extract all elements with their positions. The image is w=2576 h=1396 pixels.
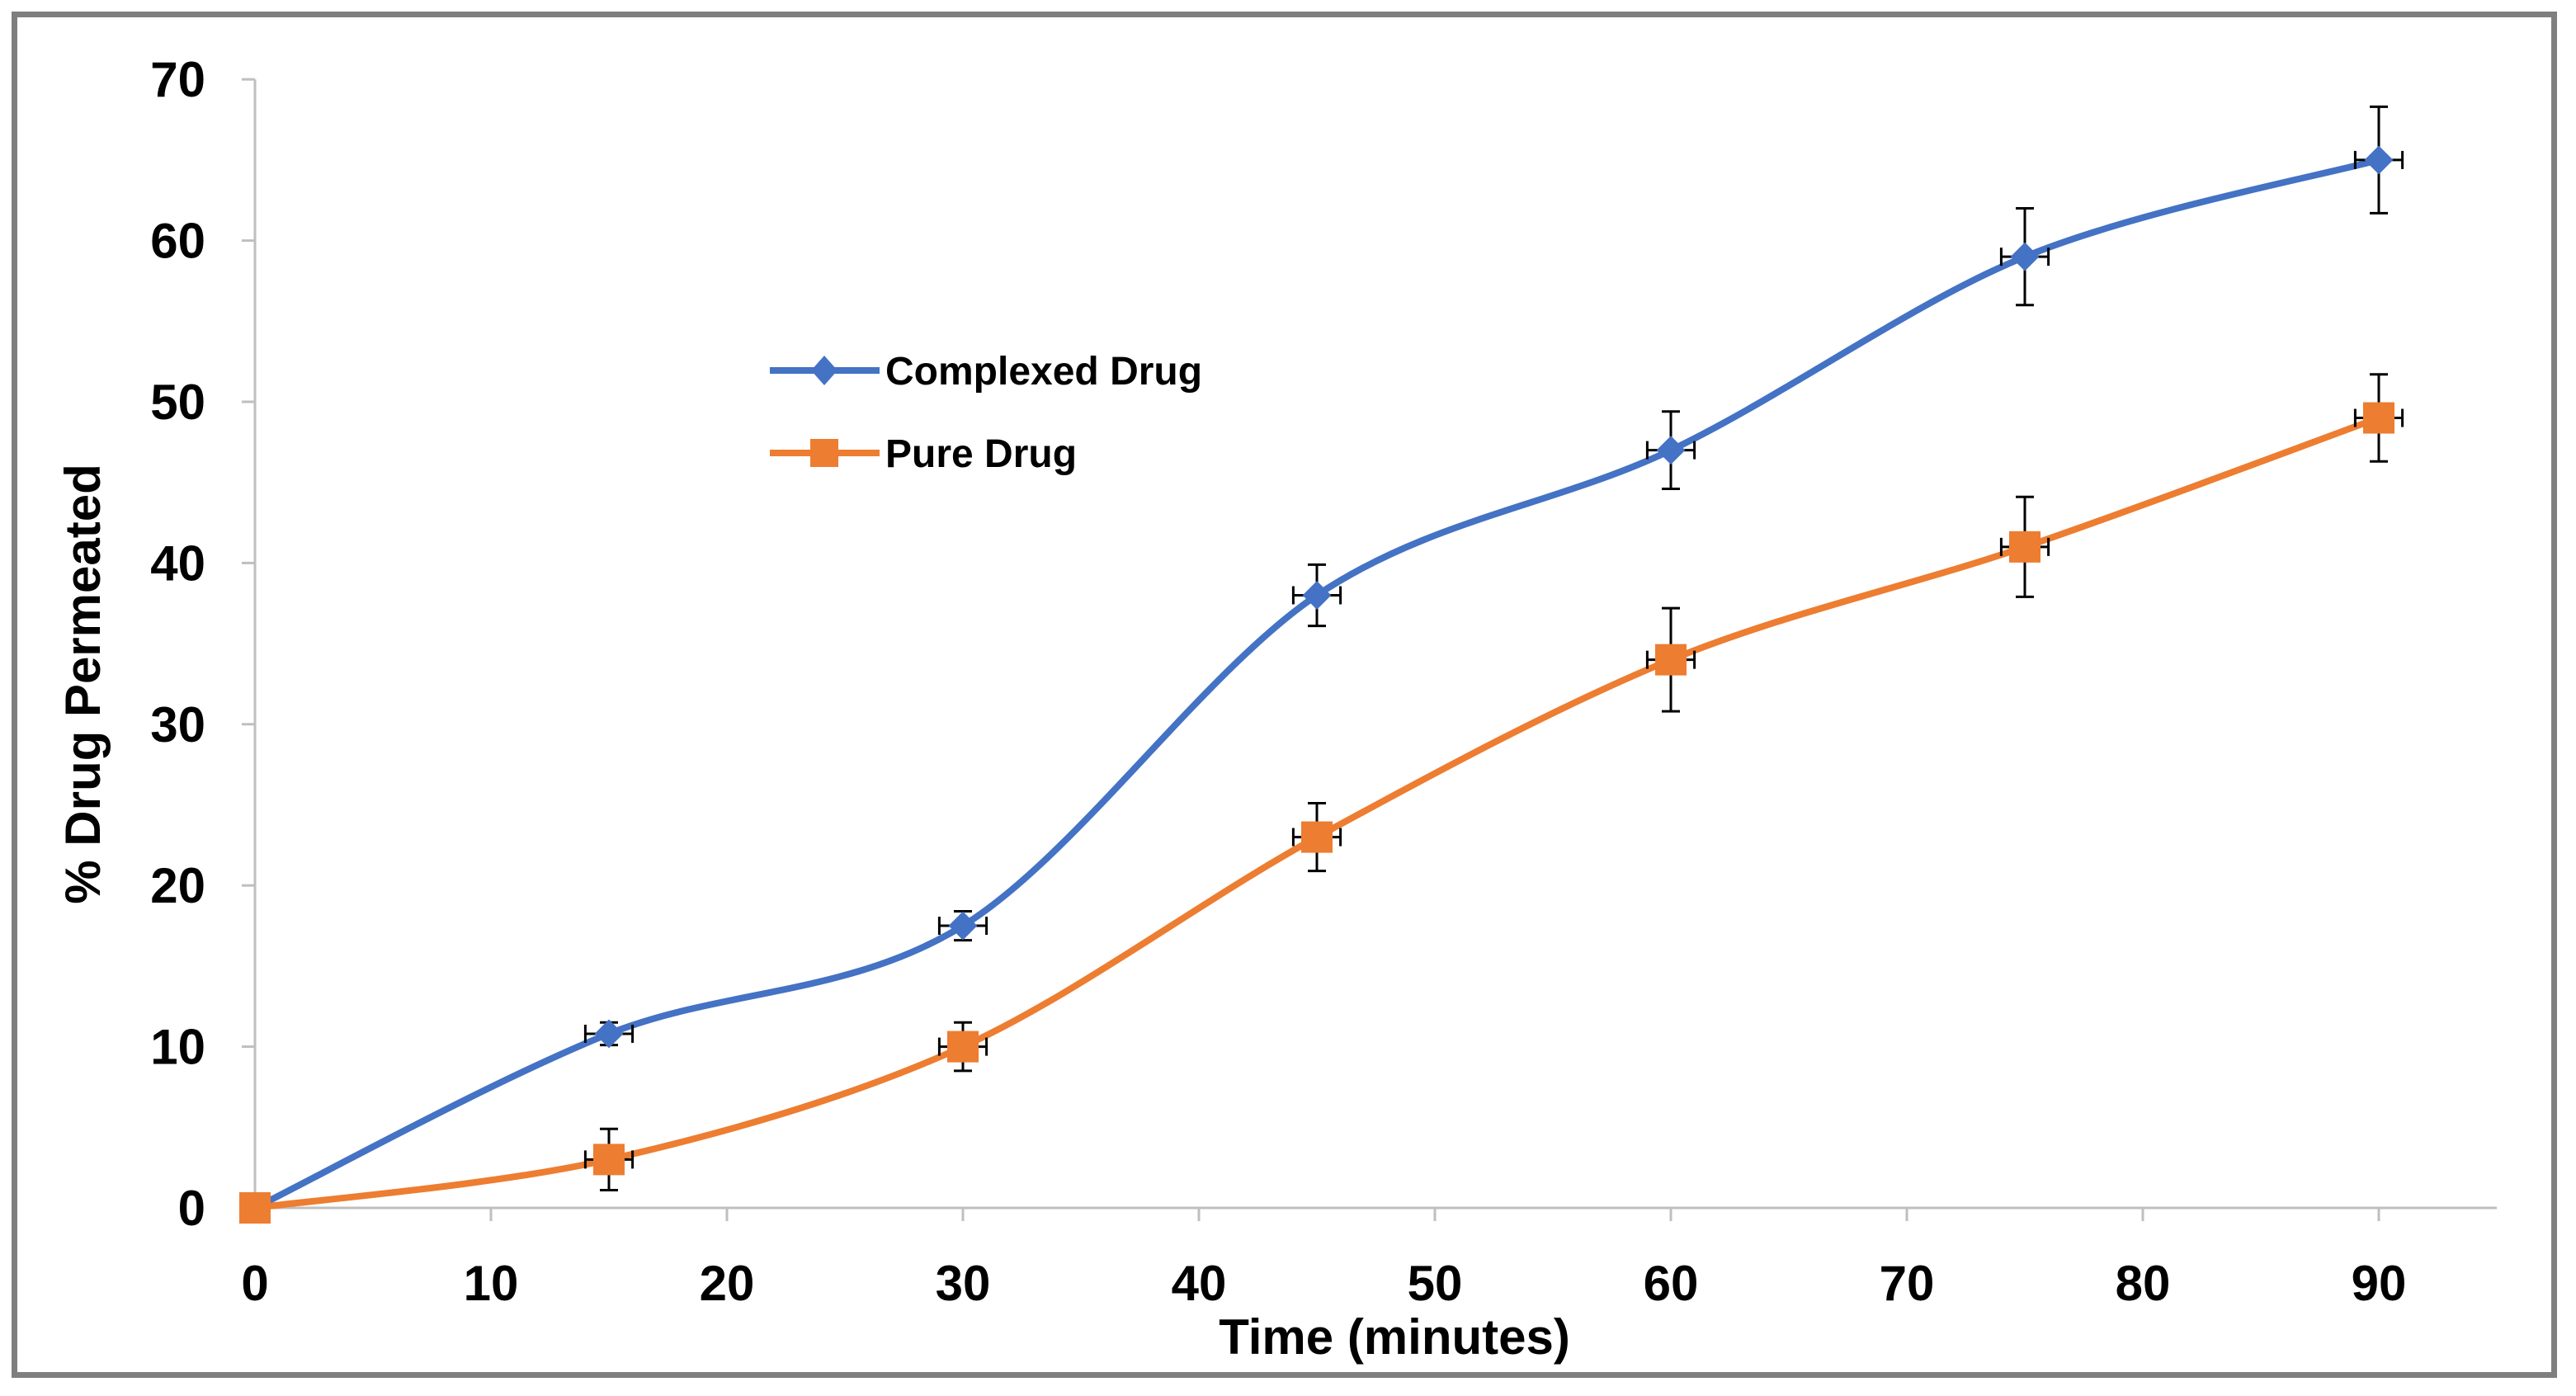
y-tick-label: 40 [150,535,205,591]
data-point [593,1144,625,1176]
data-point [1302,581,1332,610]
y-axis-title: % Drug Permeated [55,464,111,904]
y-tick-label: 10 [150,1020,205,1075]
series-layer [239,105,2404,1224]
x-axis-title: Time (minutes) [1219,1309,1570,1365]
data-point [1655,644,1687,676]
chart-svg: 0 10 20 30 40 50 60 70 0 10 20 30 40 50 60 70 80 90 Compl… [55,52,2497,1365]
y-tick-label: 20 [150,858,205,913]
data-point [2364,145,2394,175]
series-complexed-drug [240,105,2404,1223]
data-point [2363,402,2394,434]
legend-marker-pure-drug [810,439,838,467]
x-tick-label: 70 [1880,1256,1935,1311]
x-tick-label: 90 [2352,1256,2407,1311]
y-tick-label: 60 [150,214,205,269]
y-tick-label: 30 [150,697,205,752]
x-tick-label: 60 [1644,1256,1699,1311]
x-tick-label: 50 [1408,1256,1463,1311]
data-point [947,1030,979,1063]
data-point [594,1019,624,1049]
data-point [2009,531,2041,563]
legend-marker-complexed-drug [811,356,837,385]
chart-frame: 0 10 20 30 40 50 60 70 0 10 20 30 40 50 60 70 80 90 Compl… [12,12,2557,1378]
data-point [2010,242,2040,271]
x-tick-label: 10 [464,1256,519,1311]
axes: 0 10 20 30 40 50 60 70 0 10 20 30 40 50 60 70 80 90 [150,52,2497,1311]
legend-label-pure-drug: Pure Drug [885,432,1077,476]
y-tick-label: 50 [150,375,205,430]
legend: Complexed Drug Pure Drug [770,350,1202,476]
series-line [253,157,2380,1211]
data-point [239,1192,271,1224]
x-tick-label: 20 [700,1256,755,1311]
y-tick-label: 0 [178,1181,205,1236]
data-point [1656,436,1686,465]
series-pure-drug [239,373,2404,1224]
x-tick-label: 0 [241,1256,268,1311]
data-point [1301,821,1333,853]
x-tick-label: 40 [1172,1256,1227,1311]
data-point [948,911,978,941]
error-bar [1999,495,2050,598]
x-tick-label: 80 [2116,1256,2171,1311]
y-tick-label: 70 [150,52,205,107]
legend-label-complexed-drug: Complexed Drug [885,350,1202,394]
x-tick-label: 30 [936,1256,991,1311]
